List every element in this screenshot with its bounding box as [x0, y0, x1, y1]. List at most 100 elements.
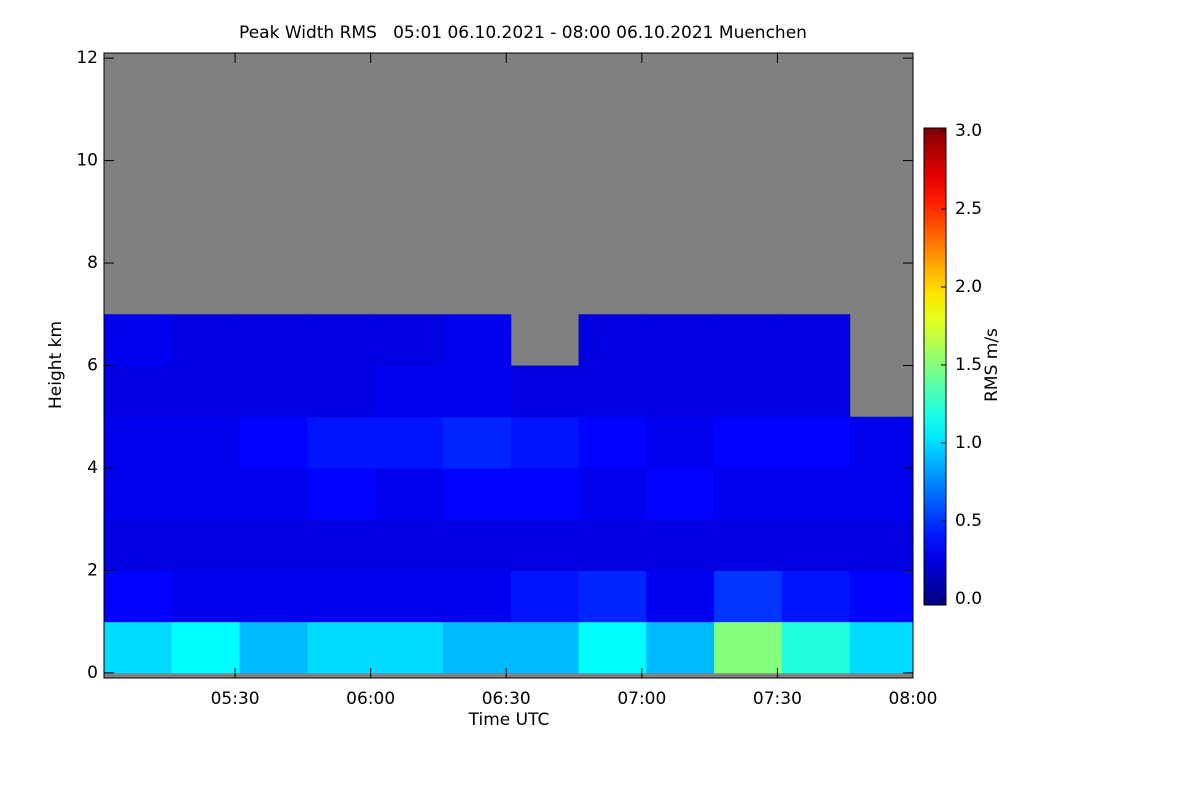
cell	[104, 314, 173, 366]
cell	[646, 519, 715, 571]
cell	[714, 519, 783, 571]
cell	[510, 416, 580, 469]
cell	[239, 621, 308, 674]
cell	[104, 570, 173, 623]
cell	[171, 467, 241, 520]
colorbar-tick-label: 1.0	[955, 433, 982, 453]
cell	[510, 519, 580, 571]
cell	[375, 416, 444, 469]
cell	[578, 467, 647, 520]
cell	[375, 467, 444, 520]
colorbar-tick-label: 3.0	[955, 121, 982, 141]
colorbar-tick-label: 2.0	[955, 277, 982, 297]
cell	[781, 416, 851, 469]
cell	[239, 570, 308, 623]
x-tick-label: 08:00	[889, 689, 938, 709]
cell	[307, 519, 376, 571]
cell	[375, 570, 444, 623]
cell	[781, 467, 851, 520]
cell	[781, 365, 851, 418]
cell	[714, 467, 783, 520]
cell	[239, 314, 308, 366]
cell	[239, 467, 308, 520]
cell	[578, 314, 647, 366]
x-axis-label: Time UTC	[468, 710, 550, 730]
y-tick-label: 0	[87, 663, 98, 683]
colorbar-tick-label: 0.0	[955, 589, 982, 609]
chart-title: Peak Width RMS 05:01 06.10.2021 - 08:00 …	[239, 23, 807, 43]
x-tick-label: 06:30	[482, 689, 531, 709]
cell	[171, 416, 241, 469]
cell	[171, 314, 241, 366]
cell	[104, 467, 173, 520]
colorbar-tick-label: 0.5	[955, 511, 982, 531]
cell	[781, 570, 851, 623]
cell	[646, 314, 715, 366]
y-tick-label: 12	[76, 48, 98, 68]
cell	[714, 570, 783, 623]
cell	[375, 519, 444, 571]
cell	[442, 314, 512, 366]
cell	[239, 416, 308, 469]
cell	[442, 365, 512, 418]
cell	[104, 416, 173, 469]
y-tick-label: 4	[87, 458, 98, 478]
cell	[714, 365, 783, 418]
cell	[646, 570, 715, 623]
cell	[307, 570, 376, 623]
colorbar-tick-label: 2.5	[955, 199, 982, 219]
cell	[104, 365, 173, 418]
cell	[849, 467, 913, 520]
cell	[578, 519, 647, 571]
cell	[510, 467, 580, 520]
x-tick-label: 07:00	[617, 689, 666, 709]
cell	[714, 621, 783, 674]
cell	[781, 314, 851, 366]
cell	[307, 314, 376, 366]
cell	[578, 365, 647, 418]
cell	[307, 621, 376, 674]
y-tick-label: 10	[76, 151, 98, 171]
cell	[781, 621, 851, 674]
cell	[442, 467, 512, 520]
colorbar	[923, 127, 947, 606]
cell	[578, 416, 647, 469]
x-tick-label: 07:30	[753, 689, 802, 709]
cell	[510, 621, 580, 674]
cell	[375, 365, 444, 418]
cell	[646, 621, 715, 674]
cell	[171, 519, 241, 571]
cell	[171, 570, 241, 623]
cell	[239, 365, 308, 418]
cell	[442, 621, 512, 674]
cell	[104, 519, 173, 571]
cell	[646, 365, 715, 418]
cell	[239, 519, 308, 571]
colorbar-label: RMS m/s	[982, 328, 1002, 402]
cell	[510, 365, 580, 418]
cell	[781, 519, 851, 571]
cell	[171, 621, 241, 674]
cell	[849, 570, 913, 623]
cell	[375, 621, 444, 674]
cell	[307, 416, 376, 469]
cell	[307, 365, 376, 418]
cell	[849, 416, 913, 469]
cell	[171, 365, 241, 418]
y-tick-label: 2	[87, 560, 98, 580]
cell	[714, 416, 783, 469]
cell	[442, 570, 512, 623]
cell	[714, 314, 783, 366]
cells	[104, 314, 913, 674]
cell	[849, 621, 913, 674]
colorbar-tick-label: 1.5	[955, 355, 982, 375]
cell	[646, 416, 715, 469]
cell	[578, 621, 647, 674]
cell	[578, 570, 647, 623]
cell	[849, 519, 913, 571]
cell	[307, 467, 376, 520]
cell	[442, 416, 512, 469]
x-tick-label: 06:00	[346, 689, 395, 709]
y-tick-label: 6	[87, 356, 98, 376]
cell	[375, 314, 444, 366]
